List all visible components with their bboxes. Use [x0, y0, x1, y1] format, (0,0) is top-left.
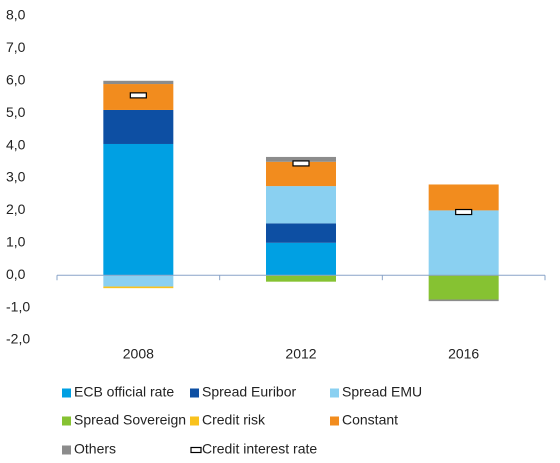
- legend-label: Credit risk: [202, 412, 266, 428]
- y-tick-label: 7,0: [6, 39, 26, 55]
- bar-segment: [428, 184, 499, 211]
- y-tick-label: 1,0: [6, 234, 26, 250]
- y-tick-label: 2,0: [6, 201, 26, 217]
- rate-marker: [292, 160, 310, 167]
- legend-swatch: [62, 388, 71, 398]
- y-tick-label: 0,0: [6, 266, 26, 282]
- legend-swatch: [62, 416, 71, 426]
- bar-segment: [266, 275, 336, 282]
- legend-label: Credit interest rate: [202, 441, 317, 457]
- bar-segment: [266, 242, 336, 276]
- legend-label: Others: [74, 441, 116, 457]
- y-tick-label: 5,0: [6, 104, 26, 120]
- y-tick-label: -2,0: [6, 331, 30, 347]
- legend-swatch: [62, 445, 71, 455]
- y-tick-label: 4,0: [6, 136, 26, 152]
- bar-segment: [103, 80, 174, 85]
- y-tick-label: 6,0: [6, 72, 26, 88]
- x-tick-label: 2012: [285, 346, 316, 362]
- rate-marker: [129, 92, 147, 99]
- rate-marker: [455, 208, 473, 216]
- legend-label: Constant: [342, 412, 398, 428]
- legend-label: Spread EMU: [342, 384, 422, 400]
- bar-segment: [428, 210, 499, 276]
- legend-label: Spread Sovereign: [74, 412, 186, 428]
- y-tick-label: -1,0: [6, 298, 30, 314]
- bar-segment: [103, 286, 174, 289]
- bar-segment: [266, 223, 336, 243]
- bar-segment: [103, 109, 174, 144]
- legend-swatch: [190, 446, 202, 454]
- bar-segment: [266, 156, 336, 162]
- legend-label: Spread Euribor: [202, 384, 297, 400]
- bar-segment: [103, 143, 174, 276]
- y-tick-label: 8,0: [6, 7, 26, 23]
- x-tick-label: 2008: [123, 346, 154, 362]
- bar-segment: [266, 186, 336, 224]
- bar-segment: [428, 275, 499, 300]
- bar-segment: [103, 275, 174, 287]
- x-tick-label: 2016: [448, 346, 479, 362]
- legend-label: ECB official rate: [74, 384, 174, 400]
- legend-swatch: [190, 388, 199, 398]
- legend-swatch: [330, 416, 339, 426]
- bar-segment: [428, 299, 499, 302]
- legend-swatch: [330, 388, 339, 398]
- legend-swatch: [190, 416, 199, 426]
- y-tick-label: 3,0: [6, 169, 26, 185]
